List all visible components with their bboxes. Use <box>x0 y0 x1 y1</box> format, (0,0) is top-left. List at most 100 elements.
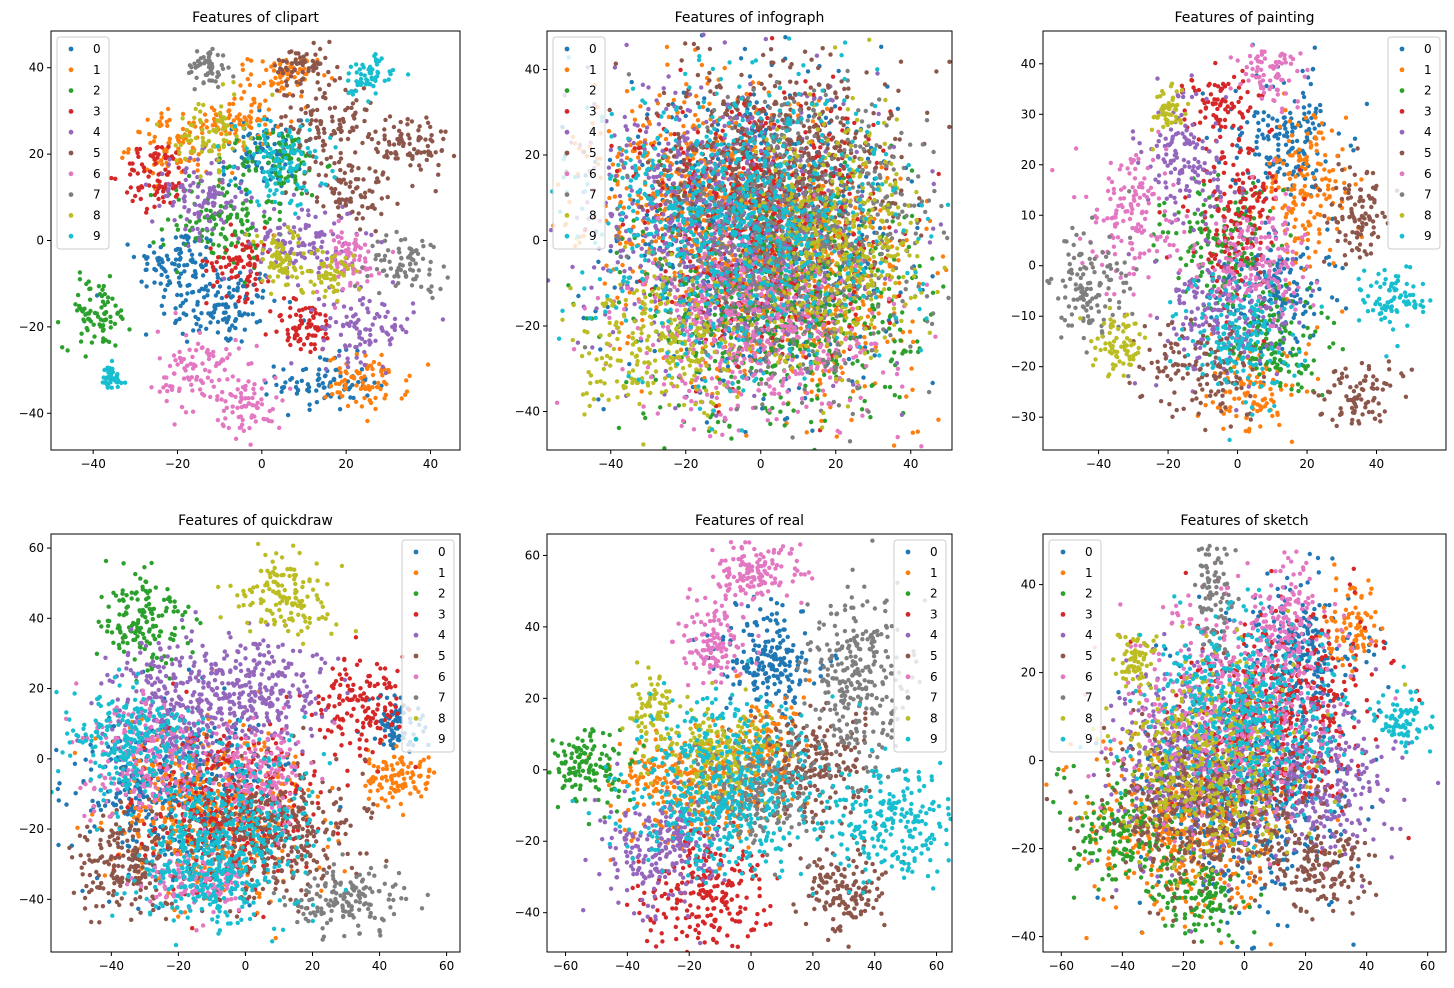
point-class-4 <box>287 240 293 245</box>
point-class-4 <box>299 207 305 212</box>
point-class-8 <box>203 142 209 147</box>
point-class-0 <box>237 270 243 275</box>
point-class-5 <box>395 201 400 206</box>
point-class-5 <box>376 179 381 184</box>
point-class-5 <box>422 149 427 155</box>
point-class-1 <box>687 193 692 198</box>
point-class-7 <box>385 248 391 253</box>
point-class-0 <box>232 318 238 324</box>
point-class-5 <box>350 125 355 130</box>
point-class-6 <box>157 389 162 394</box>
point-class-6 <box>329 229 334 234</box>
point-class-1 <box>935 271 940 276</box>
point-class-0 <box>216 302 222 307</box>
point-class-4 <box>191 170 197 175</box>
point-class-5 <box>338 129 344 135</box>
point-class-5 <box>417 124 422 129</box>
point-class-4 <box>182 205 187 210</box>
point-class-4 <box>187 188 192 193</box>
point-class-8 <box>241 140 246 145</box>
point-class-1 <box>810 119 816 124</box>
point-class-4 <box>195 157 201 162</box>
point-class-8 <box>219 116 225 122</box>
point-class-5 <box>337 197 342 202</box>
point-class-0 <box>187 248 192 253</box>
point-class-8 <box>244 121 249 127</box>
legend-label: 4 <box>93 125 101 139</box>
point-class-4 <box>186 243 191 249</box>
point-class-5 <box>304 52 309 57</box>
point-class-2 <box>176 197 181 202</box>
point-class-1 <box>192 157 197 163</box>
point-class-4 <box>197 236 202 241</box>
point-class-0 <box>672 223 677 229</box>
point-class-7 <box>438 286 443 292</box>
point-class-8 <box>296 240 301 245</box>
point-class-3 <box>274 329 279 334</box>
point-class-9 <box>305 145 310 151</box>
point-class-7 <box>379 258 384 263</box>
point-class-6 <box>250 395 255 401</box>
point-class-3 <box>136 185 141 190</box>
point-class-2 <box>727 423 732 428</box>
point-class-9 <box>109 385 114 390</box>
point-class-4 <box>338 332 344 337</box>
point-class-2 <box>82 319 87 324</box>
point-class-5 <box>379 196 384 201</box>
point-class-2 <box>900 310 905 315</box>
point-class-9 <box>346 71 351 76</box>
point-class-1 <box>663 136 669 142</box>
point-class-4 <box>196 213 202 218</box>
point-class-6 <box>207 369 212 374</box>
point-class-0 <box>909 179 914 184</box>
point-class-2 <box>75 292 81 298</box>
point-class-6 <box>376 271 382 276</box>
point-class-1 <box>834 307 839 312</box>
point-class-0 <box>802 164 807 169</box>
point-class-0 <box>227 290 232 296</box>
point-class-1 <box>227 101 232 107</box>
point-class-1 <box>230 170 235 176</box>
point-class-0 <box>841 193 846 199</box>
point-class-3 <box>218 265 223 270</box>
point-class-3 <box>245 283 250 288</box>
point-class-6 <box>177 386 182 391</box>
point-class-0 <box>725 364 731 369</box>
point-class-1 <box>652 140 657 145</box>
point-class-3 <box>252 282 257 287</box>
point-class-0 <box>705 107 710 113</box>
point-class-1 <box>353 399 359 404</box>
point-class-7 <box>429 284 434 289</box>
point-class-0 <box>274 382 279 388</box>
point-class-9 <box>280 190 285 196</box>
point-class-0 <box>715 156 721 162</box>
point-class-1 <box>635 210 640 215</box>
point-class-0 <box>656 141 662 146</box>
point-class-8 <box>278 241 283 246</box>
point-class-6 <box>206 356 212 362</box>
point-class-7 <box>381 268 387 273</box>
point-class-8 <box>190 123 195 128</box>
point-class-0 <box>212 304 217 310</box>
point-class-7 <box>373 256 378 262</box>
point-class-4 <box>358 342 363 347</box>
point-class-5 <box>335 205 341 210</box>
point-class-6 <box>211 349 216 355</box>
point-class-0 <box>237 185 242 191</box>
point-class-3 <box>211 283 216 288</box>
point-class-3 <box>293 328 299 334</box>
point-class-7 <box>203 58 208 63</box>
point-class-5 <box>391 142 397 147</box>
point-class-0 <box>684 347 690 352</box>
point-class-0 <box>742 46 748 52</box>
point-class-3 <box>174 150 179 155</box>
point-class-5 <box>313 159 318 165</box>
point-class-1 <box>753 144 758 150</box>
point-class-7 <box>414 248 419 253</box>
point-class-7 <box>219 62 224 68</box>
x-tick-label: 40 <box>423 457 438 471</box>
point-class-6 <box>340 243 345 249</box>
point-class-1 <box>380 373 385 378</box>
point-class-0 <box>175 292 180 298</box>
